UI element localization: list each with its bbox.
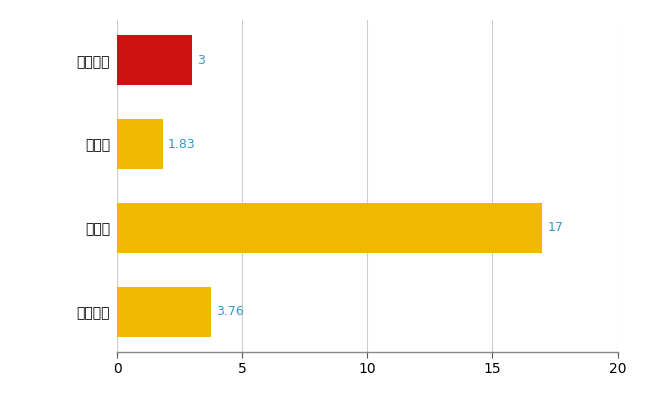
Bar [117, 203, 542, 253]
Text: 1.83: 1.83 [168, 138, 196, 150]
Text: 3: 3 [197, 54, 205, 67]
Bar [117, 119, 162, 169]
Text: 3.76: 3.76 [216, 305, 244, 318]
Bar [117, 35, 192, 85]
Bar [117, 287, 211, 337]
Text: 17: 17 [547, 222, 564, 234]
